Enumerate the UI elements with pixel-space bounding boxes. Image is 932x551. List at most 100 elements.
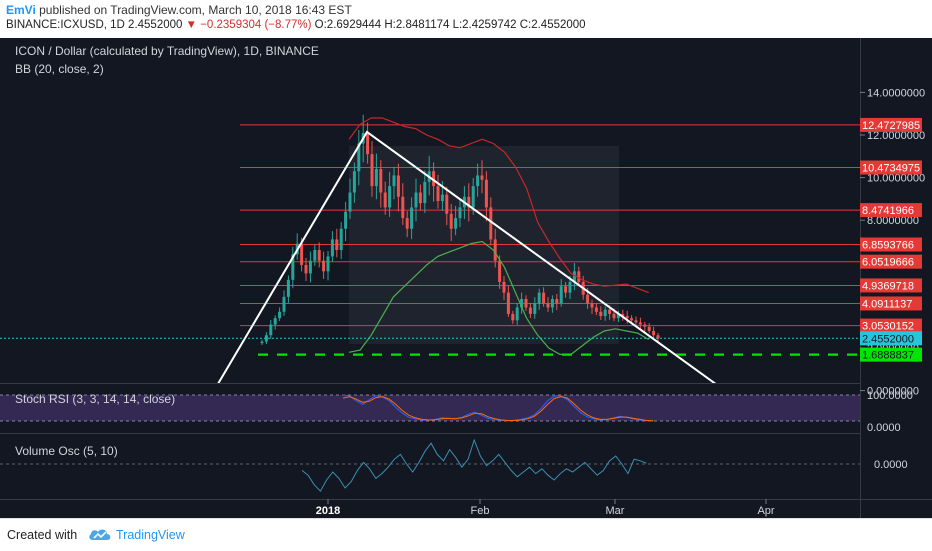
volume-osc-label[interactable]: Volume Osc (5, 10)	[15, 444, 118, 458]
candle-body	[388, 186, 392, 208]
candle-body	[383, 192, 387, 208]
candle-body	[352, 171, 356, 193]
candle-body	[489, 207, 493, 240]
candle-body	[511, 313, 515, 321]
candle-body	[344, 211, 348, 229]
candle-body	[564, 286, 568, 293]
level-price-label: 6.0519666	[862, 257, 914, 269]
candle	[282, 290, 286, 316]
candle	[634, 316, 638, 326]
candle	[308, 251, 312, 283]
candle-body	[647, 326, 651, 331]
support-price-flag	[860, 347, 922, 362]
candle-body	[643, 324, 647, 327]
candle	[414, 178, 418, 222]
candles	[260, 114, 660, 345]
candle-body	[313, 250, 317, 261]
candle-body	[524, 299, 528, 308]
tradingview-logo-icon[interactable]	[88, 527, 112, 548]
candle	[291, 246, 295, 289]
candle	[273, 315, 277, 330]
candle	[572, 262, 576, 291]
candle	[528, 302, 532, 318]
candle-body	[542, 292, 546, 304]
price-tick-label: 8.0000000	[867, 215, 919, 227]
candle-body	[484, 179, 488, 208]
time-scale: 2018 Feb Mar Apr	[316, 499, 775, 517]
bb-indicator-label[interactable]: BB (20, close, 2)	[15, 62, 104, 76]
author-link[interactable]: EmVi	[6, 3, 36, 17]
level-price-flag	[860, 237, 922, 252]
candle-body	[590, 303, 594, 308]
stoch-band	[0, 395, 860, 421]
created-with-text: Created with	[7, 528, 78, 542]
candle	[537, 288, 541, 310]
volume-tick-label: 0.0000	[874, 459, 908, 471]
candle	[260, 339, 264, 345]
candle	[392, 166, 396, 200]
candle-body	[445, 194, 449, 214]
candle	[546, 297, 550, 312]
chart-header: EmVi published on TradingView.com, March…	[0, 0, 932, 38]
candle	[643, 321, 647, 332]
stoch-rsi-pane: Stoch RSI (3, 3, 14, 14, close)	[0, 383, 860, 433]
candle	[326, 251, 330, 281]
candle	[630, 315, 634, 324]
chart-area[interactable]: ICON / Dollar (calculated by TradingView…	[0, 38, 932, 518]
candle	[603, 306, 607, 321]
candle	[454, 205, 458, 236]
candle-body	[300, 243, 304, 265]
candle-body	[414, 192, 418, 208]
candle-body	[638, 322, 642, 325]
level-price-flag	[860, 296, 922, 311]
candle-body	[304, 264, 308, 274]
candle-body	[374, 169, 378, 187]
candle	[515, 302, 519, 325]
level-price-flag	[860, 117, 922, 132]
level-price-label: 4.9369718	[862, 280, 914, 292]
tradingview-brand-link[interactable]: TradingView	[116, 528, 185, 542]
candle	[278, 307, 282, 322]
candle	[498, 255, 502, 289]
chart-canvas[interactable]: ICON / Dollar (calculated by TradingView…	[0, 38, 932, 518]
candle	[656, 333, 660, 342]
published-text: published on TradingView.com, March 10, …	[35, 3, 352, 17]
candle	[599, 306, 603, 320]
horizontal-levels	[240, 124, 860, 327]
candle-body	[502, 281, 506, 293]
symbol-price: BINANCE:ICXUSD, 1D 2.4552000	[6, 19, 183, 31]
candle-body	[410, 207, 414, 229]
candle-body	[370, 154, 374, 187]
candle-body	[555, 299, 559, 304]
candle	[594, 302, 598, 315]
level-price-label: 4.0911137	[862, 298, 912, 310]
candle-body	[273, 318, 277, 325]
candle-body	[559, 286, 563, 304]
candle-body	[506, 292, 510, 314]
candle	[484, 171, 488, 222]
candle	[467, 183, 471, 222]
level-price-flag	[860, 160, 922, 175]
price-tick-label: 10.0000000	[867, 173, 925, 185]
stoch-label[interactable]: Stoch RSI (3, 3, 14, 14, close)	[15, 392, 175, 406]
candle	[418, 184, 422, 211]
ohlc-values: O:2.6929444 H:2.8481174 L:2.4259742 C:2.…	[314, 19, 586, 31]
candle-body	[379, 169, 383, 193]
candle-body	[656, 335, 660, 339]
candle-body	[291, 254, 295, 280]
level-price-flag	[860, 254, 922, 269]
candle	[401, 183, 405, 225]
candle	[647, 323, 651, 334]
candle	[379, 160, 383, 208]
last-price-flag	[860, 331, 922, 346]
price-flags: 12.4727985 10.4734975 8.4741966 6.8593766 6.…	[860, 117, 922, 362]
candle-body	[599, 311, 603, 317]
candle-body	[616, 313, 620, 319]
candle	[357, 129, 361, 186]
candle-body	[572, 271, 576, 282]
candle-body	[264, 335, 268, 342]
bb-upper-band	[348, 117, 649, 294]
candle	[286, 275, 290, 303]
level-price-label: 3.0530152	[862, 321, 914, 333]
candle-body	[634, 320, 638, 323]
